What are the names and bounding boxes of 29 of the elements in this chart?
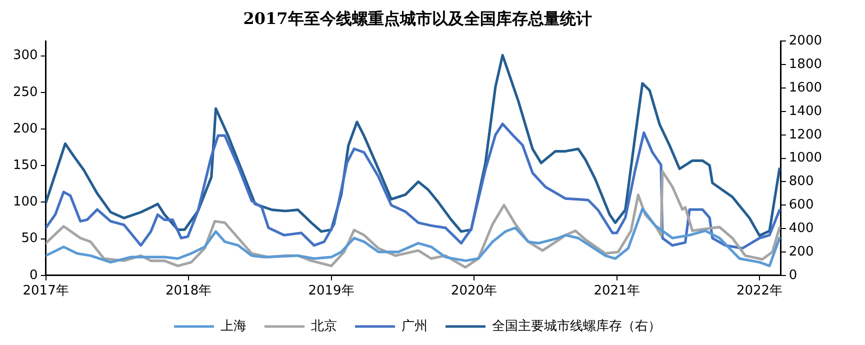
x-tick-label: 2018年 [166,284,212,299]
y-tick-label: 0 [30,268,38,283]
y2-tick-label: 1600 [788,80,822,96]
legend-label: 全国主要城市线螺库存（右） [492,318,661,334]
y-tick-label: 200 [12,121,38,136]
y2-tick-label: 2000 [788,34,822,49]
legend-label: 广州 [402,318,428,334]
y2-tick-label: 200 [788,244,814,260]
x-tick-label: 2022年 [736,284,783,299]
y2-tick-label: 400 [788,220,814,236]
y2-tick-label: 1000 [788,150,822,166]
y2-tick-label: 1400 [788,104,822,119]
x-tick-label: 2017年 [22,284,69,299]
x-tick-label: 2020年 [450,284,498,299]
y2-tick-label: 0 [788,268,798,283]
legend-label: 北京 [311,318,337,334]
y2-tick-label: 600 [788,198,814,213]
y2-tick-label: 1800 [788,56,822,72]
y-tick-label: 250 [12,84,38,100]
x-tick-label: 2021年 [594,284,640,299]
chart-title: 2017年至今线螺重点城市以及全国库存总量统计 [243,8,592,28]
y-tick-label: 100 [12,194,38,210]
y-tick-label: 150 [12,158,38,173]
y2-tick-label: 1200 [788,127,822,142]
y-tick-label: 50 [21,231,38,246]
y-tick-label: 300 [12,48,38,64]
x-tick-label: 2019年 [308,284,354,299]
y2-tick-label: 800 [788,174,814,190]
legend-label: 上海 [220,318,246,334]
